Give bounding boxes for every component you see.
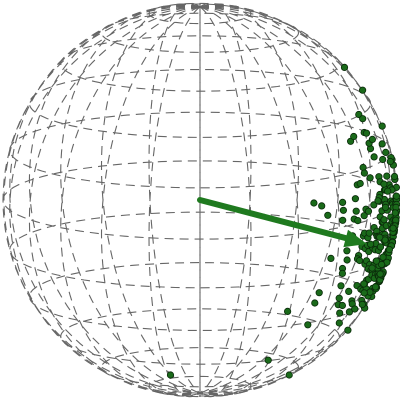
sample-point	[378, 122, 386, 130]
sample-point	[339, 216, 347, 224]
sample-point	[384, 187, 392, 195]
sample-point	[381, 203, 390, 211]
parallel-line	[9, 211, 391, 289]
sample-point	[340, 63, 349, 72]
meridian-line	[9, 6, 201, 394]
sample-point	[283, 307, 292, 315]
sample-point	[379, 155, 387, 164]
sample-point	[372, 257, 380, 265]
parallel-line	[28, 69, 372, 138]
meridian-line	[199, 3, 300, 394]
sample-point	[362, 129, 371, 137]
sample-point	[338, 198, 347, 206]
sample-point	[350, 132, 358, 141]
sample-point	[351, 305, 359, 313]
meridian-line	[199, 4, 340, 394]
sample-point	[368, 264, 376, 272]
mean-vector-arrow	[197, 197, 367, 248]
sample-point	[343, 247, 351, 255]
meridian-line	[148, 6, 201, 398]
sample-point	[370, 153, 378, 161]
sample-point	[355, 256, 364, 265]
sample-point	[345, 308, 353, 316]
sample-point	[336, 309, 344, 317]
sample-point	[374, 197, 382, 205]
sample-point	[338, 269, 346, 277]
sample-point	[324, 211, 332, 219]
sample-point	[365, 229, 373, 237]
meridian-line	[60, 4, 201, 394]
meridian-line	[100, 3, 201, 394]
sample-point	[376, 233, 384, 241]
sample-point	[358, 86, 367, 94]
sample-point	[360, 289, 368, 297]
sample-point	[364, 207, 373, 215]
sample-point	[339, 206, 347, 214]
sample-point	[391, 209, 399, 217]
sample-point	[338, 301, 346, 310]
sample-point	[376, 243, 385, 251]
parallel-line	[60, 308, 340, 365]
sample-point	[390, 172, 399, 181]
sample-point	[335, 319, 343, 327]
sample-point	[379, 253, 387, 261]
sample-point	[285, 371, 293, 379]
parallel-line	[148, 2, 252, 25]
meridian-line	[199, 6, 391, 394]
sample-point	[386, 157, 394, 166]
sample-point	[343, 256, 351, 264]
sample-point	[360, 212, 368, 220]
sample-point	[359, 115, 367, 123]
sample-point	[311, 299, 319, 307]
vector-arrowhead	[343, 229, 367, 248]
sample-point	[377, 260, 386, 269]
vector-shaft	[197, 197, 356, 243]
sample-point	[304, 321, 312, 329]
sample-point	[380, 216, 388, 224]
meridian-line	[60, 6, 201, 396]
sample-point	[360, 169, 368, 177]
sample-point	[383, 172, 391, 180]
sample-point	[376, 270, 384, 278]
sample-point	[337, 282, 345, 290]
sample-point	[327, 254, 335, 262]
sample-point	[368, 135, 376, 143]
sample-point	[318, 202, 326, 210]
parallel-line	[148, 375, 252, 398]
sample-point	[360, 280, 368, 288]
parallel-line	[9, 111, 391, 189]
sample-point	[264, 356, 272, 364]
sample-point	[310, 199, 318, 207]
sample-point	[345, 287, 353, 295]
sample-point	[389, 224, 397, 232]
sample-point	[392, 192, 400, 200]
sample-point	[385, 246, 393, 254]
sample-point	[370, 201, 378, 209]
sample-point	[378, 140, 386, 148]
sample-point	[366, 240, 375, 248]
sample-point	[315, 289, 323, 297]
parallel-line	[60, 35, 340, 92]
sample-point	[354, 217, 362, 225]
sample-point	[358, 300, 366, 308]
sample-point	[344, 326, 352, 334]
sample-point	[351, 195, 359, 203]
sample-point	[166, 371, 175, 379]
meridian-line	[199, 6, 391, 394]
sample-point	[352, 207, 360, 215]
sample-points	[166, 63, 400, 379]
parallel-line	[2, 160, 398, 240]
sample-point	[335, 294, 343, 302]
sample-point	[366, 174, 374, 182]
meridian-line	[9, 6, 201, 394]
sample-point	[382, 148, 390, 156]
meridian-line	[199, 6, 340, 396]
parallel-line	[28, 262, 372, 331]
sample-point	[356, 179, 364, 188]
sample-point	[371, 283, 380, 291]
sample-point	[380, 180, 388, 188]
